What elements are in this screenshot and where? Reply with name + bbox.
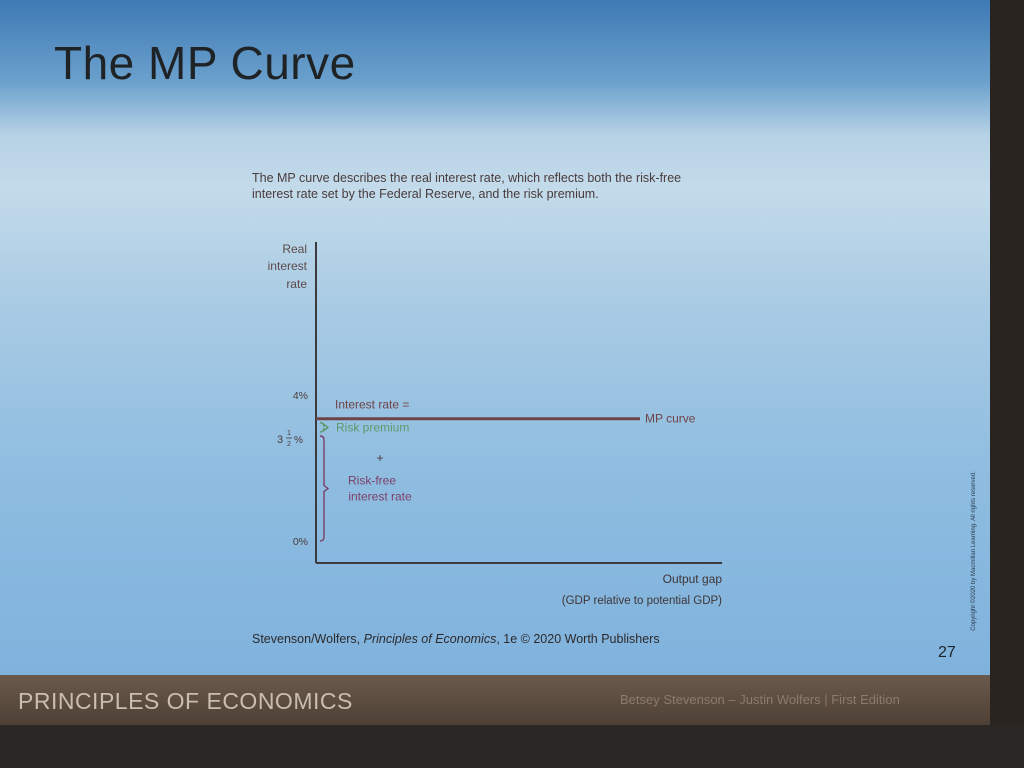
interest-rate-label: Interest rate = [335, 398, 409, 412]
y-axis-label-line1: Real [282, 242, 307, 256]
y-tick-3-5-denominator: 2 [287, 441, 291, 448]
source-credit: Stevenson/Wolfers, Principles of Economi… [252, 632, 660, 646]
footer-course-title: PRINCIPLES OF ECONOMICS [18, 688, 353, 714]
copyright-notice: Copyright ©2020 by Macmillan Learning. A… [962, 446, 977, 662]
y-tick-3-5-numerator: 1 [287, 430, 291, 437]
risk-premium-brace [319, 422, 330, 433]
screen-bezel-bottom [0, 725, 1024, 768]
risk-free-label-line1: Risk-free [348, 474, 396, 488]
y-axis-label-line3: rate [286, 277, 307, 291]
risk-premium-label: Risk premium [336, 420, 409, 434]
risk-free-brace [319, 435, 330, 542]
copyright-text: Copyright ©2020 by Macmillan Learning. A… [971, 471, 977, 631]
slide-title: The MP Curve [54, 37, 356, 89]
x-axis-label-line2: (GDP relative to potential GDP) [562, 595, 722, 607]
risk-free-label-line2: interest rate [348, 490, 412, 504]
y-tick-3-5-percent: % [294, 435, 303, 446]
credit-book-title: Principles of Economics [363, 632, 497, 646]
credit-authors: Stevenson/Wolfers, [252, 632, 364, 646]
chart-caption: The MP curve describes the real interest… [252, 171, 682, 201]
screen-bezel-right [990, 0, 1024, 768]
plus-mark: + [376, 451, 383, 465]
footer-bar: PRINCIPLES OF ECONOMICS Betsey Stevenson… [0, 675, 990, 725]
footer-authors: Betsey Stevenson – Justin Wolfers | Firs… [620, 692, 900, 707]
y-axis-label-line2: interest [268, 259, 308, 273]
x-axis-label-line1: Output gap [663, 572, 723, 586]
slide: The MP Curve The MP curve describes the … [0, 0, 990, 675]
mp-curve-chart: Real interest rate 4% 3 1 2 % 0% Interes… [268, 242, 723, 607]
y-tick-label-0: 0% [293, 536, 308, 548]
y-tick-3-5-whole: 3 [277, 434, 283, 446]
y-tick-label-3-5: 3 1 2 % [277, 430, 303, 448]
mp-curve-label: MP curve [645, 412, 696, 426]
page-number: 27 [938, 644, 956, 661]
credit-edition: , 1e © 2020 Worth Publishers [496, 632, 660, 646]
y-tick-label-4: 4% [293, 390, 308, 402]
